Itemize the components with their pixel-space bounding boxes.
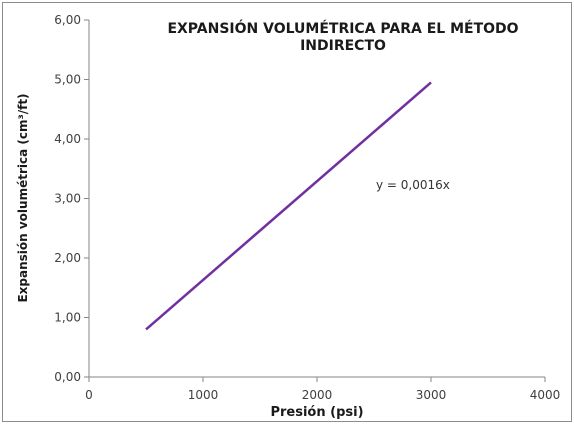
x-tick-label: 4000 (530, 388, 561, 402)
x-tick-label: 2000 (302, 388, 333, 402)
y-tick-label: 0,00 (54, 370, 81, 384)
series-group (145, 81, 432, 331)
y-tick-label: 4,00 (54, 132, 81, 146)
x-tick-label: 1000 (188, 388, 219, 402)
x-tick-label: 0 (85, 388, 93, 402)
chart-title-line-1: EXPANSIÓN VOLUMÉTRICA PARA EL MÉTODO (167, 19, 518, 37)
x-tick-label: 3000 (416, 388, 447, 402)
series-line-1 (145, 81, 432, 331)
trendline-equation: y = 0,0016x (376, 178, 450, 192)
x-axis-label: Presión (psi) (270, 405, 363, 420)
y-axis-label: Expansión volumétrica (cm³/ft) (16, 93, 30, 302)
x-axis-ticks: 0 1000 2000 3000 4000 (85, 377, 560, 402)
y-tick-label: 6,00 (54, 13, 81, 27)
y-axis-ticks: 0,00 1,00 2,00 3,00 4,00 5,00 6,00 (54, 13, 89, 384)
y-tick-label: 1,00 (54, 311, 81, 325)
y-tick-label: 5,00 (54, 73, 81, 87)
y-tick-label: 3,00 (54, 192, 81, 206)
y-tick-label: 2,00 (54, 251, 81, 265)
chart-title-line-2: INDIRECTO (300, 38, 386, 54)
